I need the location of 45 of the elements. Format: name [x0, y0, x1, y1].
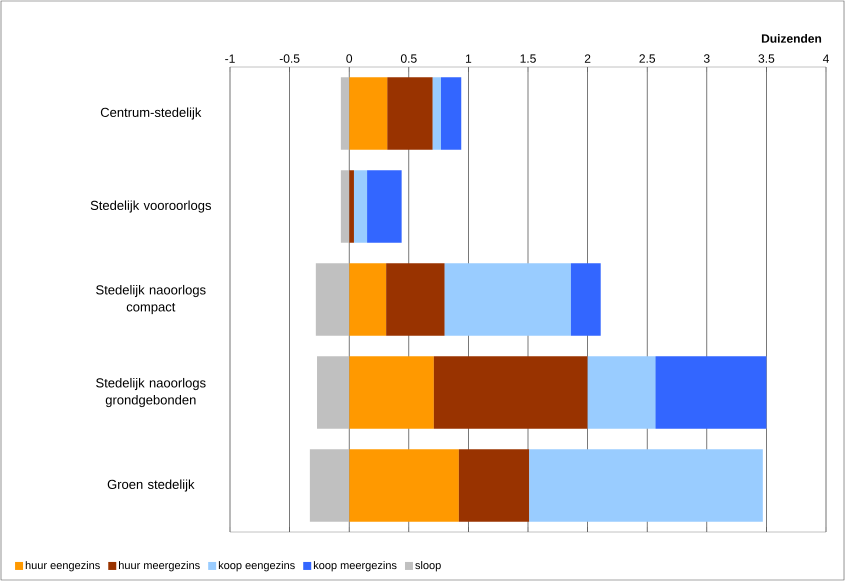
legend-label: koop meergezins	[314, 561, 397, 572]
bar	[570, 263, 601, 336]
bar	[387, 77, 433, 150]
bar	[432, 77, 441, 150]
y-tick-label: Stedelijk naoorlogs compact	[96, 284, 206, 314]
bar	[367, 170, 402, 243]
x-tick-label: -1	[225, 54, 235, 63]
bar	[434, 356, 588, 429]
x-axis-title: Duizenden	[762, 34, 822, 43]
y-tick-label: Groen stedelijk	[108, 479, 195, 492]
y-tick-label: Stedelijk vooroorlogs	[90, 200, 211, 213]
bar	[440, 77, 462, 150]
x-tick-label: 1.5	[520, 54, 536, 63]
x-tick-label: 1	[466, 54, 472, 63]
bar	[529, 449, 763, 522]
bar	[656, 356, 766, 429]
legend-label: koop eengezins	[218, 561, 295, 572]
x-tick-label: 0	[346, 54, 352, 63]
bar	[386, 263, 445, 336]
y-tick-label: Centrum-stedelijk	[100, 107, 202, 120]
bar	[317, 356, 350, 429]
bar	[458, 449, 530, 522]
x-tick-label: -0.5	[280, 54, 300, 63]
bar	[349, 356, 434, 429]
legend-label: huur meergezins	[119, 561, 200, 572]
x-tick-label: 2	[584, 54, 590, 63]
legend-label: huur eengezins	[26, 561, 100, 572]
x-tick-label: 2.5	[639, 54, 656, 63]
bar	[444, 263, 571, 336]
bar	[340, 77, 350, 150]
x-tick-label: 4	[822, 54, 829, 63]
bar	[310, 449, 350, 522]
x-tick-label: 0.5	[400, 54, 417, 63]
bar	[588, 356, 656, 429]
bar	[349, 263, 386, 336]
bar	[349, 449, 459, 522]
x-tick-label: 3.5	[758, 54, 774, 63]
x-tick-label: 3	[704, 54, 710, 63]
bar	[354, 170, 368, 243]
bar	[349, 170, 354, 243]
legend-label: sloop	[415, 561, 441, 572]
y-tick-label: Stedelijk naoorlogs grondgebonden	[96, 378, 206, 408]
bar	[340, 170, 350, 243]
bar	[316, 263, 350, 336]
bar	[349, 77, 388, 150]
